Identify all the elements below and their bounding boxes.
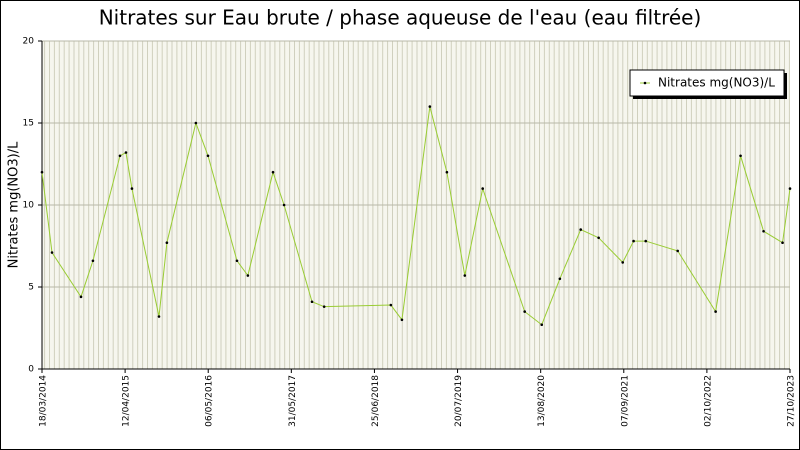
point — [523, 310, 526, 313]
point — [206, 154, 210, 158]
x-tick-label: 07/09/2021 — [620, 375, 630, 427]
point — [428, 105, 432, 108]
chart-title: Nitrates sur Eau brute / phase aqueuse d… — [99, 6, 702, 30]
point — [91, 259, 95, 263]
point — [310, 300, 314, 304]
x-tick-label: 27/10/2023 — [787, 375, 797, 427]
x-tick-label: 20/07/2019 — [454, 375, 464, 427]
point — [644, 239, 648, 243]
point — [621, 261, 625, 264]
point — [271, 170, 275, 174]
point — [400, 318, 404, 322]
point — [714, 310, 717, 313]
point — [157, 315, 161, 318]
legend — [629, 69, 785, 97]
y-tick-label: 20 — [23, 37, 35, 47]
x-tick-label: 31/05/2017 — [288, 375, 298, 427]
point — [389, 303, 393, 307]
point — [118, 154, 122, 158]
point — [322, 305, 326, 308]
point — [194, 121, 198, 125]
x-tick-label: 18/03/2014 — [39, 375, 49, 427]
y-axis-label: Nitrates mg(NO3)/L — [7, 141, 22, 268]
x-tick-label: 02/10/2022 — [703, 375, 713, 427]
point — [445, 170, 449, 174]
legend-marker — [643, 81, 647, 85]
point — [781, 241, 784, 245]
point — [676, 249, 679, 253]
x-tick-label: 12/04/2015 — [122, 375, 132, 427]
point — [282, 203, 286, 207]
point — [130, 187, 134, 190]
point — [597, 236, 600, 240]
point — [788, 187, 792, 190]
point — [481, 187, 485, 190]
y-tick-label: 5 — [28, 283, 34, 293]
point — [79, 295, 83, 299]
y-tick-label: 0 — [28, 365, 34, 375]
x-tick-label: 06/05/2016 — [205, 375, 215, 427]
point — [579, 228, 583, 231]
point — [40, 170, 44, 174]
point — [739, 154, 742, 158]
point — [762, 229, 765, 233]
point — [558, 277, 562, 281]
point — [463, 274, 467, 277]
point — [235, 259, 239, 263]
y-tick-label: 10 — [23, 201, 35, 211]
point — [124, 151, 128, 154]
x-tick-label: 13/08/2020 — [537, 375, 547, 427]
point — [540, 323, 544, 327]
y-tick-label: 15 — [23, 119, 34, 129]
legend-label: Nitrates mg(NO3)/L — [658, 76, 775, 90]
point — [165, 241, 169, 245]
point — [50, 251, 54, 254]
x-tick-label: 25/06/2018 — [371, 375, 381, 427]
point — [246, 274, 250, 277]
point — [632, 239, 635, 243]
